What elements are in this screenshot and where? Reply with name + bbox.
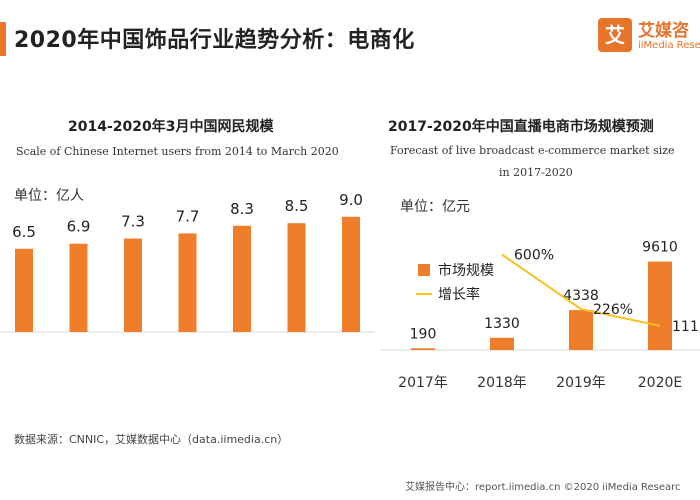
chart2-category-label: 2019年: [556, 375, 606, 391]
chart2-subtitle-line2: in 2017-2020: [499, 166, 573, 179]
chart2-bar-value-label: 190: [410, 326, 437, 342]
chart2-growth-label: 111: [672, 319, 699, 335]
logo-en-text: iiMedia Resea: [638, 40, 700, 51]
chart2-bar-value-label: 9610: [642, 240, 678, 256]
chart2-subtitle-line1: Forecast of live broadcast e-commerce ma…: [390, 144, 675, 157]
chart1-bar-2014: [15, 248, 33, 332]
chart2-legend-bar-swatch: [418, 264, 430, 276]
chart1-bar-2016: [124, 238, 142, 332]
chart1-bar-2017: [178, 233, 197, 332]
chart1-value-label: 8.5: [285, 197, 309, 215]
chart2-bar-2018年: [490, 337, 514, 350]
chart2-plot: 190 2017年 1330 2018年 4338 2019年 9610 2020E 600% 2…: [380, 240, 700, 391]
chart2-bar-value-label: 1330: [484, 316, 520, 332]
chart1-bar-2015: [69, 243, 88, 332]
chart2-unit: 单位：亿元: [400, 199, 470, 215]
chart2-category-label: 2018年: [477, 375, 527, 391]
chart1-value-label: 6.9: [67, 218, 91, 236]
chart1-plot: 6.5 6.9 7.3 7.7 8.3 8.5 9.0: [0, 191, 375, 333]
chart2-growth-label: 226%: [593, 302, 633, 318]
chart1-value-label: 7.3: [121, 213, 145, 231]
title-accent-bar: [0, 22, 6, 56]
chart2-title: 2017-2020年中国直播电商市场规模预测: [388, 119, 654, 135]
chart2-category-label: 2017年: [398, 375, 448, 391]
chart2-bar-2017年: [411, 348, 435, 350]
chart2-legend-bar-label: 市场规模: [438, 262, 494, 279]
chart1-value-label: 8.3: [230, 200, 254, 218]
data-source: 数据来源：CNNIC，艾媒数据中心（data.iimedia.cn）: [14, 433, 289, 446]
brand-logo: 艾 艾媒咨 iiMedia Resea: [598, 14, 700, 62]
chart1-bar-2020.3: [342, 216, 360, 332]
chart2-bar-2019年: [569, 310, 593, 350]
chart1-unit: 单位：亿人: [14, 188, 84, 204]
chart1-value-label: 6.5: [12, 223, 36, 241]
chart2-growth-label: 600%: [514, 248, 554, 264]
chart1-value-label: 7.7: [176, 207, 200, 225]
chart1-value-label: 9.0: [339, 191, 363, 209]
chart1-bar-2018: [233, 225, 251, 332]
chart1-title: 2014-2020年3月中国网民规模: [68, 119, 274, 135]
chart2-growth-line: [501, 253, 661, 327]
logo-cn-text: 艾媒咨: [638, 21, 689, 41]
footer-credit: 艾媒报告中心：report.iimedia.cn ©2020 iiMedia R…: [405, 482, 681, 493]
logo-mark-icon: 艾: [598, 18, 632, 52]
chart2-category-label: 2020E: [638, 375, 682, 391]
chart2-bar-2020E: [648, 261, 672, 350]
chart1-bar-2019: [287, 223, 306, 332]
chart1-subtitle: Scale of Chinese Internet users from 201…: [16, 145, 339, 158]
page-title: 2020年中国饰品行业趋势分析：电商化: [14, 28, 415, 53]
chart2-legend-line-label: 增长率: [438, 286, 480, 303]
chart2-bar-value-label: 4338: [563, 288, 599, 304]
